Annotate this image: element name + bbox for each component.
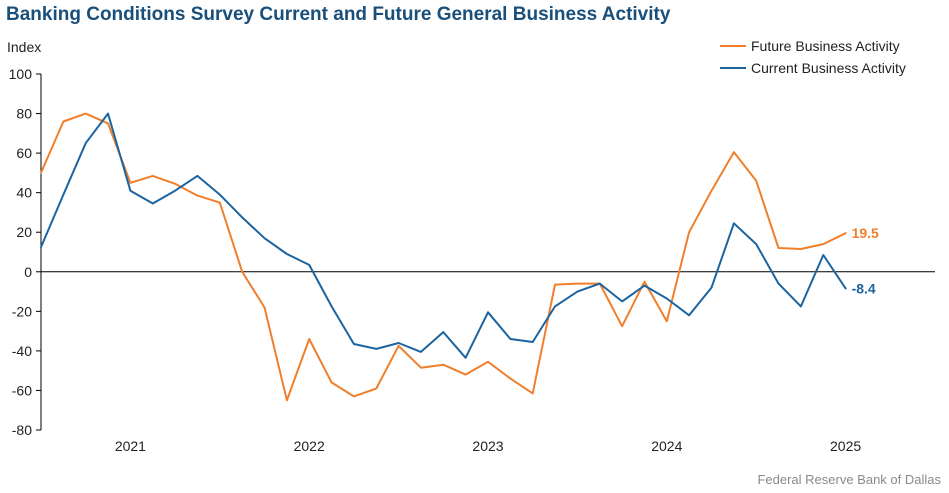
x-tick-label: 2024 <box>651 438 682 454</box>
y-axis-label: Index <box>7 39 41 55</box>
y-tick-label: 20 <box>16 224 32 240</box>
tick-labels: 100 80 60 40 20 0 -20 -40 -60 -80 2021 2022 2023 2024… <box>9 66 862 454</box>
legend: Future Business Activity Current Business… <box>720 38 906 76</box>
series-lines <box>40 112 847 402</box>
series-line-current-business-activity <box>40 112 847 359</box>
y-tick-label: -60 <box>12 382 32 398</box>
end-value-label: 19.5 <box>852 225 879 241</box>
y-tick-label: 40 <box>16 185 32 201</box>
end-value-label: -8.4 <box>852 280 876 296</box>
y-tick-label: 0 <box>24 264 32 280</box>
source-note: Federal Reserve Bank of Dallas <box>757 472 941 487</box>
y-tick-label: 60 <box>16 145 32 161</box>
y-tick-label: -20 <box>12 303 32 319</box>
x-tick-label: 2023 <box>472 438 503 454</box>
legend-label: Current Business Activity <box>751 60 906 76</box>
chart-title: Banking Conditions Survey Current and Fu… <box>6 4 671 25</box>
y-tick-label: -40 <box>12 343 32 359</box>
x-tick-label: 2022 <box>294 438 325 454</box>
series-line-future-business-activity <box>40 112 847 402</box>
y-tick-label: 80 <box>16 106 32 122</box>
x-tick-label: 2025 <box>830 438 861 454</box>
legend-label: Future Business Activity <box>751 38 900 54</box>
grid-and-axes <box>36 73 935 431</box>
y-tick-label: -80 <box>12 422 32 438</box>
end-labels: 19.5 -8.4 <box>852 225 879 296</box>
x-tick-label: 2021 <box>115 438 146 454</box>
y-tick-label: 100 <box>9 66 33 82</box>
